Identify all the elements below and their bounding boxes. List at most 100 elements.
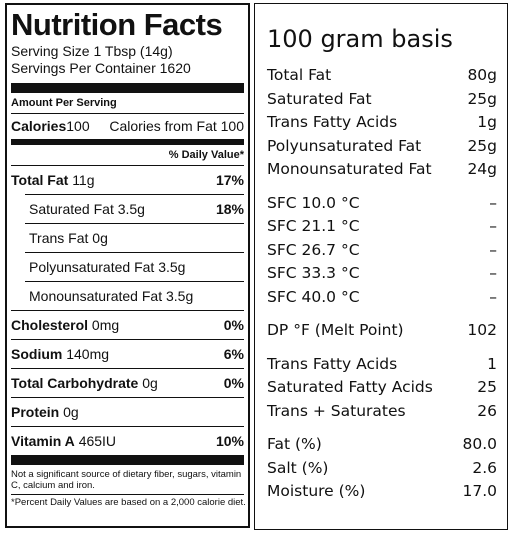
nutrient: Sodium 140mg [11,340,109,368]
amount-per-serving: Amount Per Serving [11,93,244,114]
basis-title: 100 gram basis [267,25,453,53]
daily-value: 17% [215,172,244,188]
nutrient-label: Sodium [11,346,63,362]
basis-row: Saturated Fatty Acids 25 [267,376,507,400]
footnote: Not a significant source of dietary fibe… [11,465,244,495]
nutrient-row: Saturated Fat 3.5g 18% [25,194,244,223]
basis-row: Monounsaturated Fat 24g [267,158,507,182]
basis-value: – [489,217,497,235]
basis-value: 80.0 [462,435,497,453]
basis-value: 80g [467,66,497,84]
basis-value: 26 [477,401,497,420]
nutrient-amount: 140mg [66,346,110,362]
nutrient-label: Cholesterol [11,317,89,333]
basis-row: SFC 10.0 °C – [267,192,507,216]
basis-label: SFC 33.3 °C [267,264,360,282]
basis-group: Fat (%) 80.0 Salt (%) 2.6 Moisture (%) 17.0 [267,433,507,504]
basis-row: Trans + Saturates 26 [267,400,507,424]
basis-row: Moisture (%) 17.0 [267,480,507,504]
nutrient-label: Saturated Fat [29,201,114,217]
nutrient-row: Total Carbohydrate 0g 0% [11,368,244,397]
basis-value: 24g [467,160,497,178]
basis-label: SFC 10.0 °C [267,193,360,212]
nutrient-amount: 3.5g [165,288,194,304]
basis-value: 17.0 [462,482,497,500]
basis-label: Polyunsaturated Fat [267,136,422,155]
nutrient-amount: 3.5g [158,259,186,275]
basis-row: Fat (%) 80.0 [267,433,507,457]
basis-group: Total Fat 80g Saturated Fat 25g Trans Fatty … [267,64,507,182]
nutrient-row: Monounsaturated Fat 3.5g [25,281,244,310]
nutrition-facts-panel: Nutrition Facts Serving Size 1 Tbsp (14g)… [5,3,250,528]
daily-value: 0% [223,317,244,333]
daily-value-note: *Percent Daily Values are based on a 2,0… [11,497,246,508]
basis-row: Saturated Fat 25g [267,88,507,112]
daily-value: 10% [215,433,244,449]
basis-label: Total Fat [267,66,332,84]
basis-group: Trans Fatty Acids 1 Saturated Fatty Acids 2… [267,353,507,424]
nutrient-label: Trans Fat [29,230,89,246]
basis-label: Trans Fatty Acids [267,113,398,131]
serving-size: Serving Size 1 Tbsp (14g) [11,43,173,59]
nutrient: Total Fat 11g [11,166,95,194]
basis-group: SFC 10.0 °C – SFC 21.1 °C – SFC 26.7 °C – SFC … [267,192,507,310]
daily-value: 18% [215,201,244,217]
basis-value: – [489,193,497,212]
nutrient: Trans Fat 0g [29,224,108,252]
daily-value-header: % Daily Value* [11,145,244,166]
nutrient-row: Polyunsaturated Fat 3.5g [25,252,244,281]
nutrient-label: Monounsaturated Fat [29,288,163,304]
nutrient-amount: 0mg [91,317,120,333]
calories-from-fat-label: Calories from Fat [109,118,217,134]
basis-value: – [489,287,497,306]
nutrient-amount: 11g [72,172,95,188]
basis-value: 1g [477,113,497,131]
basis-row: SFC 40.0 °C – [267,286,507,310]
basis-panel: 100 gram basis Total Fat 80g Saturated Fat 2… [254,3,508,530]
daily-value: 0% [223,375,244,391]
basis-row: Trans Fatty Acids 1g [267,111,507,135]
nutrient-row: Protein 0g [11,397,244,426]
title: Nutrition Facts [11,7,223,42]
nutrient-row: Total Fat 11g 17% [11,166,244,194]
basis-value: 25g [467,136,497,155]
nutrient-row: Cholesterol 0mg 0% [11,310,244,339]
basis-row: Polyunsaturated Fat 25g [267,135,507,159]
calories-value: 100 [66,118,90,134]
nutrient-amount: 3.5g [117,201,145,217]
basis-value: 25 [477,378,497,396]
basis-row: SFC 33.3 °C – [267,262,507,286]
basis-row: SFC 26.7 °C – [267,239,507,263]
basis-value: 102 [467,321,497,339]
nutrient-amount: 465IU [78,433,117,449]
nutrient-row: Sodium 140mg 6% [11,339,244,368]
nutrient: Saturated Fat 3.5g [29,195,145,223]
nutrient: Monounsaturated Fat 3.5g [29,282,193,310]
nutrient-amount: 0g [92,230,108,246]
nutrient: Polyunsaturated Fat 3.5g [29,253,185,281]
basis-value: 25g [467,89,497,108]
nutrient-amount: 0g [142,375,158,391]
nutrient: Total Carbohydrate 0g [11,369,158,397]
basis-label: Trans Fatty Acids [267,354,398,373]
basis-value: – [489,240,497,259]
calories: Calories100 [11,114,90,139]
basis-label: Monounsaturated Fat [267,160,432,178]
divider [11,83,244,93]
basis-row: SFC 21.1 °C – [267,215,507,239]
basis-label: Fat (%) [267,435,322,453]
calories-label: Calories [11,118,67,134]
basis-row: Salt (%) 2.6 [267,457,507,481]
nutrient-row: Vitamin A 465IU 10% [11,426,244,455]
nutrient: Cholesterol 0mg [11,311,119,339]
basis-label: SFC 40.0 °C [267,287,360,306]
basis-label: Moisture (%) [267,482,366,500]
basis-label: Trans + Saturates [267,401,406,420]
calories-from-fat: Calories from Fat 100 [109,114,244,139]
nutrient-label: Vitamin A [11,433,75,449]
divider [11,139,244,145]
calories-from-fat-value: 100 [220,118,244,134]
basis-row: Trans Fatty Acids 1 [267,353,507,377]
basis-label: Salt (%) [267,458,329,477]
